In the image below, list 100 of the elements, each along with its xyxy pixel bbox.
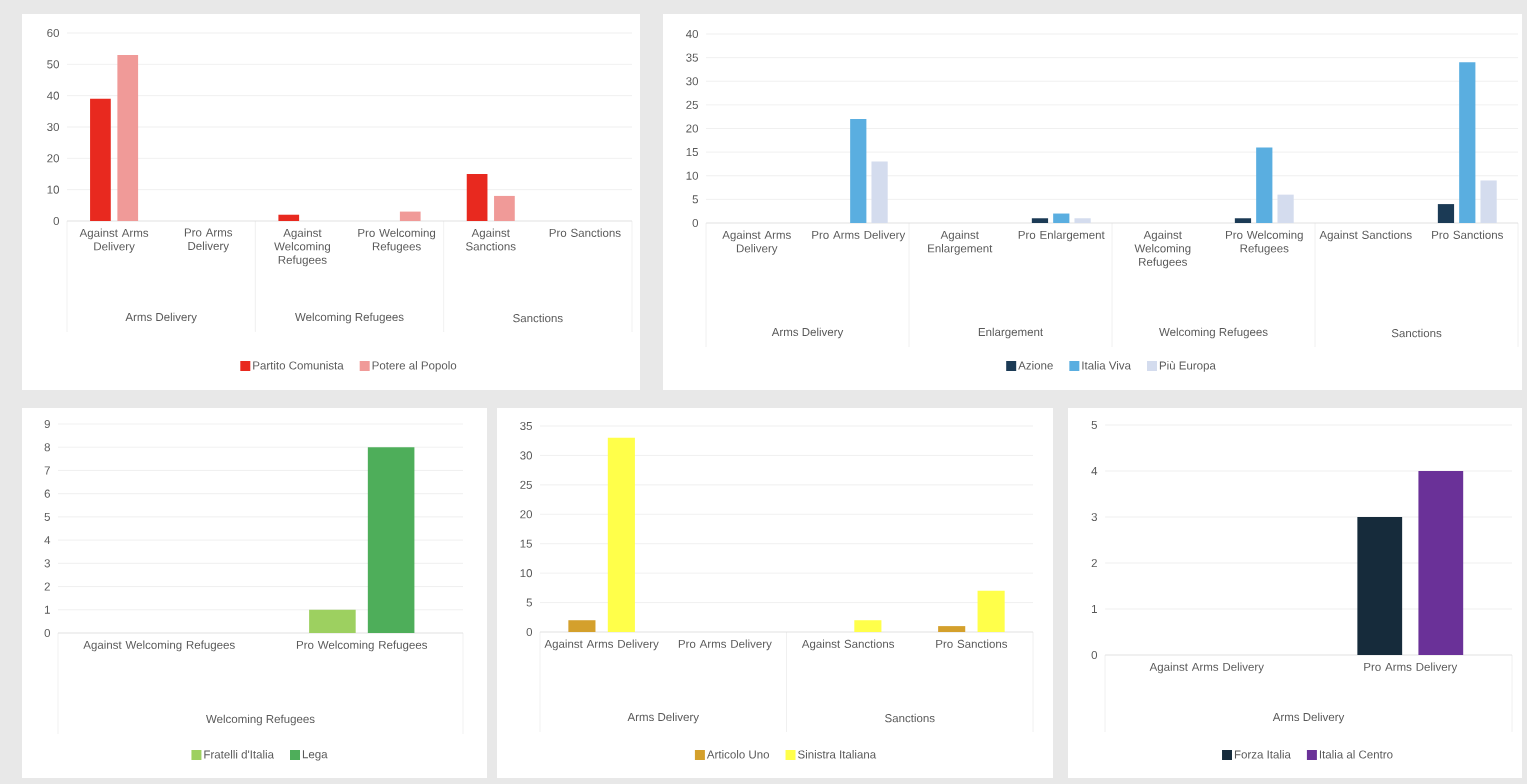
x-tick-label: Pro Welcoming Refugees (358, 228, 436, 253)
y-tick-label: 25 (520, 480, 532, 489)
y-tick-label: 2 (44, 582, 50, 591)
legend-label: Sinistra Italiana (798, 750, 877, 759)
y-tick-label: 25 (686, 100, 699, 109)
x-tick-label: Against Enlargement (928, 230, 993, 255)
y-tick-label: 30 (47, 122, 60, 132)
bar (1459, 62, 1476, 223)
x-tick-label: Against Arms Delivery (79, 228, 149, 253)
x-tick-label: Against Sanctions (801, 639, 895, 651)
y-tick-label: 0 (53, 216, 60, 226)
text: Welcoming Refugees (206, 714, 315, 726)
y-tick-label: 10 (686, 171, 699, 180)
x-tick-label: Pro Arms Delivery (1364, 662, 1458, 674)
text: Welcoming Refugees (1159, 327, 1268, 339)
bar (977, 590, 1005, 632)
y-tick-label: 5 (526, 598, 532, 607)
legend-label: Italia Viva (1082, 361, 1131, 370)
bar (1437, 204, 1455, 223)
x-tick-label: Against Sanctions (466, 228, 516, 251)
y-tick-label: 35 (520, 421, 532, 431)
y-tick-label: 15 (686, 148, 699, 157)
y-tick-label: 60 (47, 28, 60, 38)
x-tick-label: Pro Arms Delivery (184, 228, 233, 253)
x-tick-label: Pro Sanctions (936, 639, 1008, 648)
bar (117, 54, 139, 221)
text: Welcoming Refugees (295, 312, 404, 324)
y-tick-label: 0 (1091, 650, 1098, 660)
y-tick-label: 1 (44, 605, 50, 614)
text: Enlargement (978, 327, 1044, 339)
x-tick-label: Against Arms Delivery (1149, 662, 1264, 674)
y-tick-label: 7 (44, 466, 50, 475)
bar (1480, 180, 1497, 223)
bar (568, 620, 596, 632)
y-tick-label: 1 (1091, 605, 1097, 613)
x-tick-label: Against Sanctions (1319, 230, 1412, 242)
bar (90, 98, 111, 221)
x-tick-label: Pro Arms Delivery (678, 639, 772, 651)
bar (854, 620, 882, 632)
legend-label: Forza Italia (1234, 750, 1291, 759)
y-tick-label: 4 (1091, 467, 1098, 475)
bar (850, 119, 867, 223)
x-tick-label: Pro Sanctions (549, 228, 621, 237)
y-tick-label: 5 (44, 512, 50, 521)
bar (278, 214, 300, 221)
y-tick-label: 40 (46, 91, 60, 100)
x-tick-label: Against Welcoming Refugees (83, 640, 235, 652)
y-tick-label: 3 (1091, 512, 1097, 522)
y-tick-label: 15 (520, 539, 532, 548)
legend-label: Italia al Centro (1319, 750, 1393, 759)
text: Arms Delivery (1272, 712, 1345, 724)
legend-label: Potere al Popolo (372, 361, 457, 372)
legend-label: Più Europa (1159, 361, 1216, 372)
x-tick-label: Against Arms Delivery (722, 230, 791, 255)
bar (938, 626, 966, 632)
y-tick-label: 2 (1091, 558, 1097, 568)
bar (1031, 218, 1049, 223)
y-tick-label: 6 (44, 489, 50, 498)
y-tick-label: 4 (44, 536, 51, 545)
legend-label: Fratelli d'Italia (204, 750, 274, 759)
bar (1234, 218, 1252, 223)
bar (1074, 218, 1091, 223)
y-tick-label: 0 (44, 628, 51, 638)
x-tick-label: Against Welcoming Refugees (1134, 230, 1191, 269)
text: Sanctions (513, 313, 563, 323)
bar (1256, 147, 1273, 223)
y-tick-label: 0 (692, 218, 699, 228)
bar (399, 211, 421, 221)
y-tick-label: 20 (520, 510, 533, 519)
y-tick-label: 5 (692, 195, 699, 204)
y-tick-label: 9 (44, 419, 50, 429)
legend-label: Azione (1018, 361, 1053, 370)
x-tick-label: Against Welcoming Refugees (274, 228, 331, 267)
x-tick-label: Pro Welcoming Refugees (296, 640, 428, 652)
y-tick-label: 5 (1091, 420, 1098, 430)
y-tick-label: 50 (47, 60, 60, 69)
bar (494, 195, 515, 221)
bar (607, 437, 635, 632)
legend-label: Articolo Uno (706, 750, 770, 759)
y-tick-label: 30 (686, 77, 699, 86)
x-tick-label: Against Arms Delivery (544, 639, 659, 651)
x-tick-label: Pro Welcoming Refugees (1226, 230, 1303, 255)
y-tick-label: 20 (686, 124, 699, 133)
y-tick-label: 40 (685, 29, 699, 39)
text: Sanctions (1391, 328, 1442, 338)
y-tick-label: 20 (47, 154, 60, 163)
bar (1277, 194, 1294, 223)
text: Arms Delivery (771, 327, 844, 339)
bar (466, 173, 488, 221)
y-tick-label: 8 (44, 443, 50, 452)
text: Arms Delivery (125, 312, 197, 324)
y-tick-label: 30 (520, 451, 533, 460)
legend-label: Lega (302, 750, 328, 761)
bar (871, 161, 888, 223)
y-tick-label: 10 (520, 569, 533, 578)
x-tick-label: Pro Arms Delivery (812, 230, 906, 242)
x-tick-label: Pro Sanctions (1432, 230, 1503, 239)
legend-label: Partito Comunista (253, 361, 344, 370)
text: Arms Delivery (627, 712, 700, 724)
bar (1053, 213, 1070, 223)
